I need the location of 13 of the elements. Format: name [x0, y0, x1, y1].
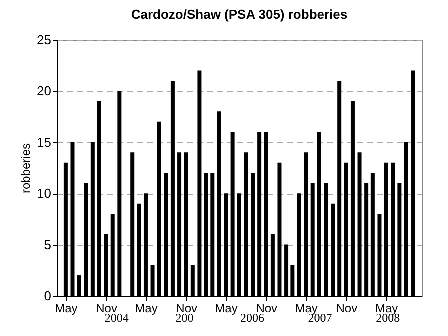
x-tick-label: May [135, 302, 158, 316]
y-tick-label: 5 [44, 237, 52, 252]
x-tick-label: Nov [336, 302, 358, 316]
y-tick-label: 15 [37, 134, 52, 150]
x-tick-label: Nov [176, 302, 198, 316]
y-axis-title: robberies [19, 143, 34, 194]
y-tick-label: 10 [37, 186, 52, 202]
y-tick-label: 20 [37, 84, 52, 99]
x-tick-label: May [55, 302, 78, 316]
y-tick-label: 25 [37, 32, 52, 48]
y-tick-label: 0 [44, 288, 52, 304]
chart-title: Cardozo/Shaw (PSA 305) robberies [131, 7, 348, 22]
x-tick-label: May [215, 302, 238, 316]
